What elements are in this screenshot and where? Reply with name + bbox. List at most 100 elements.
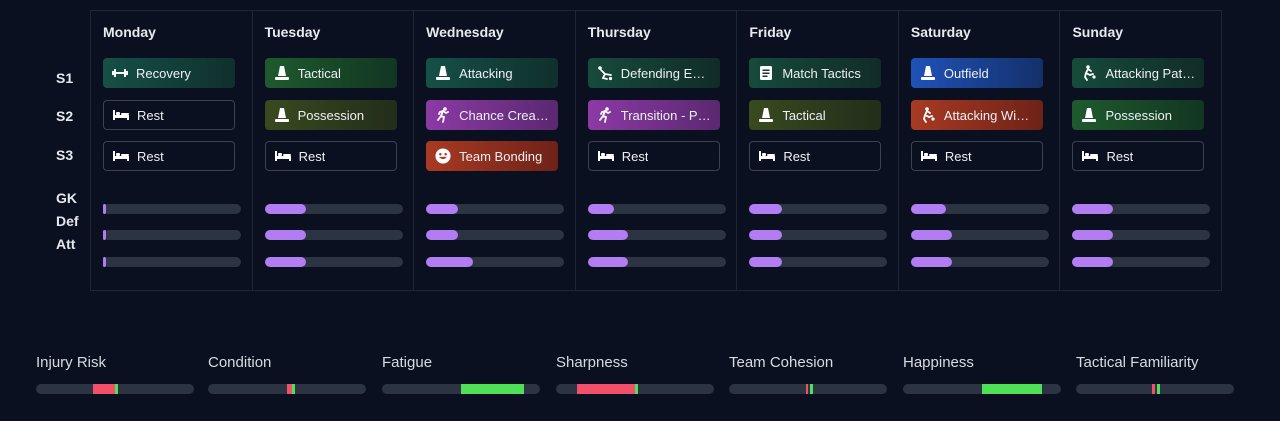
load-bar-def <box>426 230 565 240</box>
metric-current-marker <box>292 384 295 394</box>
metric-change-segment <box>461 384 524 394</box>
clipboard-icon <box>758 65 774 81</box>
session-card-possession[interactable]: Possession <box>264 100 397 130</box>
load-bar-gk <box>910 204 1049 214</box>
bed-icon <box>597 148 614 164</box>
load-bar-fill <box>587 204 614 214</box>
session-label: Recovery <box>136 65 191 81</box>
session-card-rest[interactable]: Rest <box>587 141 720 171</box>
load-bar-fill <box>426 204 459 214</box>
metric-label-condition: Condition <box>208 354 272 371</box>
session-card-outfield[interactable]: Outfield <box>910 58 1043 88</box>
session-card-team-bonding[interactable]: Team Bonding <box>426 141 559 171</box>
session-card-rest[interactable]: Rest <box>103 141 235 171</box>
session-card-defending-eng[interactable]: Defending Eng... <box>587 58 720 88</box>
session-card-recovery[interactable]: Recovery <box>103 58 235 88</box>
load-bar-fill <box>910 230 952 240</box>
session-card-possession[interactable]: Possession <box>1072 100 1205 130</box>
load-bar-def <box>910 230 1049 240</box>
load-bar-fill <box>587 230 628 240</box>
load-bar-gk <box>1072 204 1211 214</box>
session-label: Rest <box>783 148 811 164</box>
session-card-rest[interactable]: Rest <box>749 141 882 171</box>
load-bar-fill <box>103 230 106 240</box>
load-bar-gk <box>426 204 565 214</box>
bed-icon <box>113 107 129 123</box>
session-label: Defending Eng... <box>620 65 711 81</box>
row-label-att: Att <box>56 236 76 252</box>
bed-icon <box>920 148 937 164</box>
load-bar-fill <box>103 204 106 214</box>
session-label: Team Bonding <box>459 148 543 164</box>
load-bar-fill <box>910 257 952 267</box>
day-column-saturday: Saturday Outfield Attacking Wings Rest <box>899 11 1061 290</box>
load-bar-att <box>1072 257 1211 267</box>
day-name: Wednesday <box>426 24 504 40</box>
load-bar-gk <box>264 204 403 214</box>
day-column-tuesday: Tuesday Tactical Possession Rest <box>253 11 415 290</box>
metric-label-sharpness: Sharpness <box>556 354 628 371</box>
cone-icon <box>274 65 290 81</box>
metric-current-marker <box>982 384 985 394</box>
session-label: Rest <box>137 107 164 123</box>
load-bar-att <box>426 257 565 267</box>
load-bar-att <box>910 257 1049 267</box>
load-bar-fill <box>264 204 306 214</box>
load-bar-def <box>103 230 241 240</box>
row-label-s2: S2 <box>56 108 74 124</box>
session-label: Match Tactics <box>782 65 861 81</box>
session-card-tactical[interactable]: Tactical <box>264 58 397 88</box>
session-card-match-tactics[interactable]: Match Tactics <box>749 58 882 88</box>
metric-bar-condition <box>208 384 366 394</box>
metric-bar-sharpness <box>556 384 714 394</box>
load-bar-def <box>749 230 888 240</box>
load-bar-fill <box>1072 257 1114 267</box>
session-label: Rest <box>1106 148 1134 164</box>
session-card-chance-creati[interactable]: Chance Creati... <box>426 100 559 130</box>
metric-bar-injury-risk <box>36 384 194 394</box>
session-card-attacking-wings[interactable]: Attacking Wings <box>910 100 1043 130</box>
session-card-rest[interactable]: Rest <box>910 141 1043 171</box>
session-card-attacking-pati[interactable]: Attacking Pati... <box>1072 58 1205 88</box>
session-label: Tactical <box>297 65 341 81</box>
metric-current-marker <box>461 384 464 394</box>
session-label: Chance Creati... <box>459 107 550 123</box>
session-card-attacking[interactable]: Attacking <box>426 58 559 88</box>
metric-bar-fatigue <box>382 384 540 394</box>
cone-icon <box>920 65 936 81</box>
kick-icon <box>1081 65 1097 81</box>
session-card-rest[interactable]: Rest <box>264 141 397 171</box>
row-label-s3: S3 <box>56 147 74 163</box>
row-label-s1: S1 <box>56 70 74 86</box>
session-card-transition-pre[interactable]: Transition - Pre... <box>587 100 720 130</box>
row-label-gk: GK <box>56 190 77 206</box>
running-icon <box>597 107 613 123</box>
session-label: Rest <box>137 148 164 164</box>
session-card-tactical[interactable]: Tactical <box>749 100 882 130</box>
cone-icon <box>274 107 290 123</box>
day-name: Saturday <box>910 24 971 40</box>
load-bar-att <box>264 257 403 267</box>
metric-label-fatigue: Fatigue <box>382 354 433 371</box>
bed-icon <box>274 148 291 164</box>
cone-icon <box>1081 107 1097 123</box>
cone-icon <box>435 65 451 81</box>
day-name: Monday <box>103 24 156 40</box>
metric-label-team-cohesion: Team Cohesion <box>729 354 834 371</box>
load-bar-fill <box>749 257 783 267</box>
running-icon <box>435 107 451 123</box>
session-card-rest[interactable]: Rest <box>1072 141 1205 171</box>
metric-label-happiness: Happiness <box>903 354 974 371</box>
load-bar-fill <box>264 257 306 267</box>
cone-icon <box>758 107 774 123</box>
session-card-rest[interactable]: Rest <box>103 100 235 130</box>
load-bar-att <box>749 257 888 267</box>
bed-icon <box>1082 148 1099 164</box>
tackle-icon <box>597 65 613 81</box>
day-name: Friday <box>749 24 792 40</box>
session-label: Outfield <box>943 65 989 81</box>
load-bar-def <box>587 230 726 240</box>
metric-change-segment <box>1152 384 1155 394</box>
session-label: Transition - Pre... <box>620 107 711 123</box>
load-bar-fill <box>1072 230 1114 240</box>
